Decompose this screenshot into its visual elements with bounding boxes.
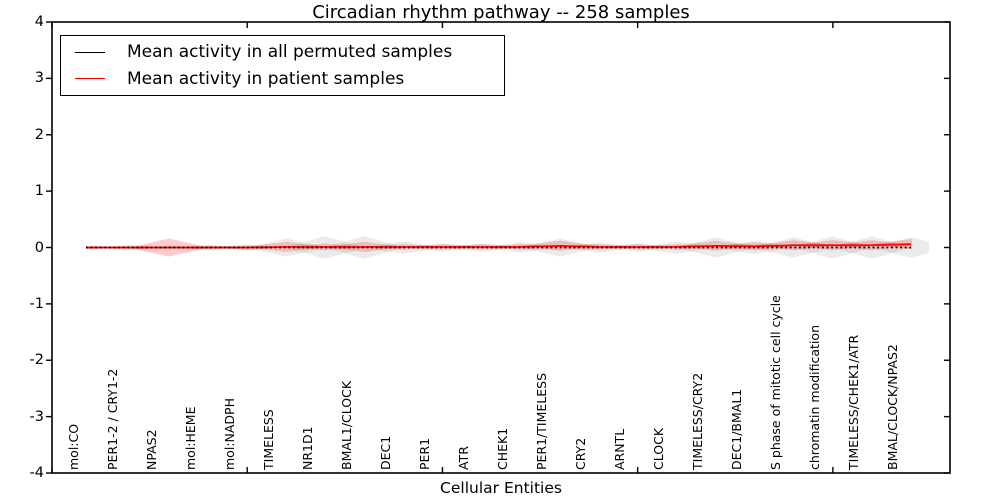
- x-entity-label: CRY2: [573, 437, 589, 470]
- x-entity-label: DEC1/BMAL1: [729, 388, 745, 470]
- legend-box: Mean activity in all permuted samples Me…: [60, 35, 505, 96]
- x-entity-label: mol:CO: [65, 423, 81, 470]
- chart-title: Circadian rhythm pathway -- 258 samples: [312, 2, 690, 23]
- x-entity-label: NR1D1: [299, 426, 315, 470]
- violin-permuted: [519, 238, 600, 257]
- x-entity-label: ARNTL: [612, 428, 628, 470]
- axis-ticks: [46, 21, 950, 474]
- x-entity-label: mol:NADPH: [221, 398, 237, 470]
- y-tick-label: 3: [34, 70, 44, 87]
- y-tick-label: 0: [34, 239, 44, 256]
- x-entity-label: NPAS2: [143, 429, 159, 470]
- violin-permuted: [831, 236, 912, 259]
- violin-permuted: [753, 237, 834, 258]
- y-tick-label: -1: [29, 295, 44, 312]
- violin-permuted: [870, 237, 929, 258]
- legend-entry-patient: Mean activity in patient samples: [75, 69, 504, 89]
- x-entity-label: PER1/TIMELESS: [534, 372, 550, 470]
- x-entity-label: CHEK1: [495, 427, 511, 470]
- x-entity-label: CLOCK: [651, 427, 667, 470]
- patient-line-swatch: [75, 78, 105, 80]
- x-entity-label: PER1-2 / CRY1-2: [104, 368, 120, 470]
- violin-permuted: [675, 237, 756, 258]
- patient-mean-line: [86, 243, 911, 249]
- x-entity-label: TIMELESS/CHEK1/ATR: [846, 334, 862, 470]
- plot-border: [51, 21, 951, 474]
- x-axis-label: Cellular Entities: [440, 479, 562, 497]
- permuted-line-swatch: [75, 51, 105, 53]
- y-tick-label: -2: [29, 352, 44, 369]
- legend-label: Mean activity in patient samples: [127, 68, 405, 89]
- y-tick-label: -4: [29, 465, 44, 481]
- x-entity-label: TIMELESS/CRY2: [690, 372, 706, 470]
- x-entity-label: DEC1: [377, 435, 393, 470]
- x-entity-label: ATR: [455, 446, 471, 470]
- y-tick-label: -3: [29, 408, 44, 425]
- y-tick-label: 1: [34, 183, 44, 200]
- x-entity-label: mol:HEME: [182, 406, 198, 471]
- x-entity-label: S phase of mitotic cell cycle: [768, 295, 784, 470]
- x-entity-label: TIMELESS: [260, 409, 276, 470]
- y-tick-label: 4: [34, 14, 44, 30]
- x-entity-label: PER1: [416, 437, 432, 470]
- legend-label: Mean activity in all permuted samples: [127, 42, 453, 63]
- x-entity-label: BMAL/CLOCK/NPAS2: [885, 344, 901, 470]
- x-entity-label: BMAL1/CLOCK: [338, 380, 354, 470]
- x-entity-label: chromatin modification: [807, 325, 823, 470]
- y-tick-label: 2: [34, 126, 44, 143]
- legend-entry-permuted: Mean activity in all permuted samples: [75, 42, 504, 62]
